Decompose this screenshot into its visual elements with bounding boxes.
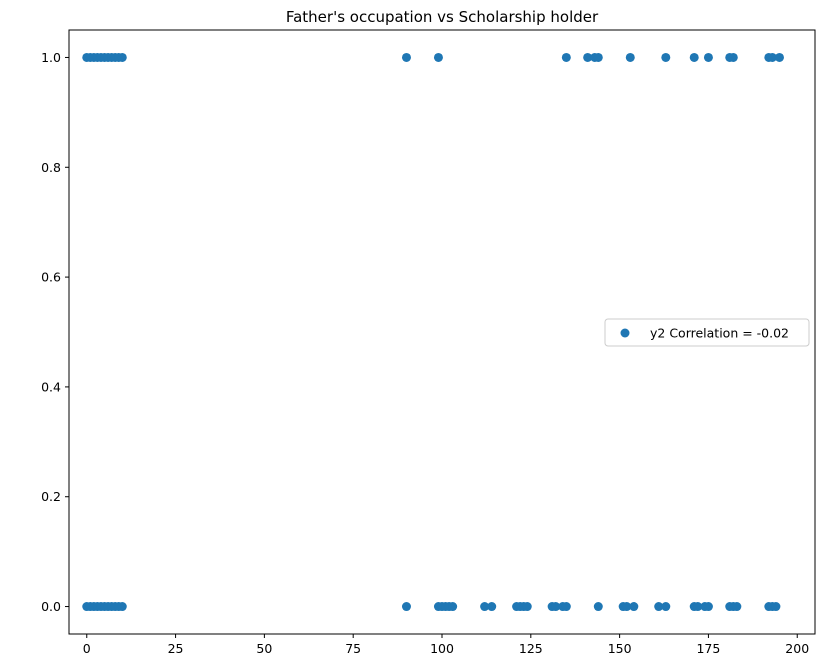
scatter-point — [629, 602, 639, 612]
y-tick-label: 0.4 — [41, 379, 61, 394]
legend-label: y2 Correlation = -0.02 — [650, 326, 789, 341]
scatter-point — [583, 52, 593, 62]
scatter-point — [117, 52, 127, 62]
scatter-point — [522, 602, 532, 612]
scatter-point — [561, 602, 571, 612]
scatter-point — [689, 52, 699, 62]
x-tick-label: 175 — [696, 641, 720, 656]
scatter-point — [593, 602, 603, 612]
x-tick-label: 100 — [430, 641, 454, 656]
scatter-point — [593, 52, 603, 62]
y-tick-label: 1.0 — [41, 50, 61, 65]
points-layer — [82, 52, 784, 612]
x-tick-label: 75 — [345, 641, 361, 656]
x-tick-label: 50 — [256, 641, 272, 656]
scatter-point — [767, 52, 777, 62]
legend-box — [604, 318, 810, 347]
scatter-point — [693, 602, 703, 612]
scatter-point — [728, 52, 738, 62]
scatter-point — [551, 602, 561, 612]
legend: y2 Correlation = -0.02 — [604, 318, 810, 347]
legend-marker — [620, 328, 630, 338]
y-axis: 0.0 0.2 0.4 0.6 0.8 1.0 — [41, 50, 69, 614]
scatter-point — [401, 602, 411, 612]
scatter-point — [774, 52, 784, 62]
x-tick-label: 125 — [519, 641, 543, 656]
y-tick-label: 0.2 — [41, 489, 61, 504]
scatter-point — [625, 52, 635, 62]
x-axis: 0 25 50 75 100 125 150 175 200 — [83, 634, 809, 656]
scatter-point — [732, 602, 742, 612]
x-tick-label: 25 — [168, 641, 184, 656]
x-tick-label: 0 — [83, 641, 91, 656]
chart-title: Father's occupation vs Scholarship holde… — [286, 8, 599, 26]
scatter-point — [622, 602, 632, 612]
scatter-point — [401, 52, 411, 62]
scatter-point — [433, 52, 443, 62]
y-tick-label: 0.0 — [41, 599, 61, 614]
scatter-point — [480, 602, 490, 612]
scatter-point — [771, 602, 781, 612]
y-tick-label: 0.8 — [41, 160, 61, 175]
scatter-point — [448, 602, 458, 612]
scatter-point — [654, 602, 664, 612]
x-tick-label: 150 — [608, 641, 632, 656]
x-tick-label: 200 — [785, 641, 809, 656]
scatter-point — [703, 52, 713, 62]
scatter-point — [661, 52, 671, 62]
y-tick-label: 0.6 — [41, 270, 61, 285]
scatter-point — [487, 602, 497, 612]
scatter-point — [117, 602, 127, 612]
scatter-point — [561, 52, 571, 62]
scatter-point — [661, 602, 671, 612]
scatter-point — [703, 602, 713, 612]
